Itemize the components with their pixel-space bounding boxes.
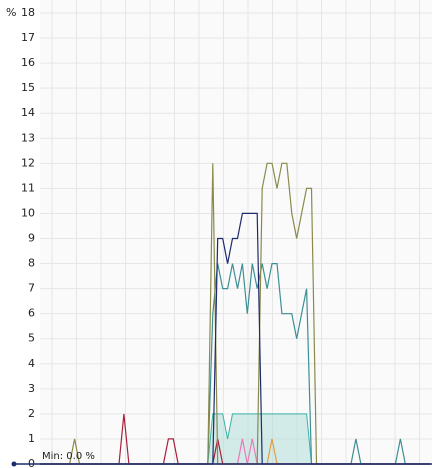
min-marker: [11, 461, 17, 467]
y-axis-label: %: [6, 6, 16, 19]
y-tick-label: 4: [28, 357, 35, 370]
y-tick-label: 17: [21, 31, 35, 44]
y-tick-label: 10: [21, 206, 35, 219]
y-tick-label: 1: [28, 432, 35, 445]
y-tick-label: 5: [28, 332, 35, 345]
y-tick-label: 3: [28, 382, 35, 395]
y-tick-label: 2: [28, 407, 35, 420]
y-tick-label: 16: [21, 56, 35, 69]
plot-background: [40, 0, 432, 464]
vertical-grid: [51, 0, 420, 464]
y-tick-label: 7: [28, 282, 35, 295]
y-tick-label: 6: [28, 307, 35, 320]
y-tick-label: 13: [21, 131, 35, 144]
y-tick-label: 0: [28, 457, 35, 468]
y-tick-label: 11: [21, 181, 35, 194]
y-tick-label: 9: [28, 232, 35, 245]
y-tick-label: 8: [28, 257, 35, 270]
y-tick-label: 12: [21, 156, 35, 169]
min-annotation: Min: 0.0 %: [42, 451, 95, 462]
y-tick-label: 18: [21, 6, 35, 19]
y-tick-label: 15: [21, 81, 35, 94]
y-tick-label: 14: [21, 106, 35, 119]
